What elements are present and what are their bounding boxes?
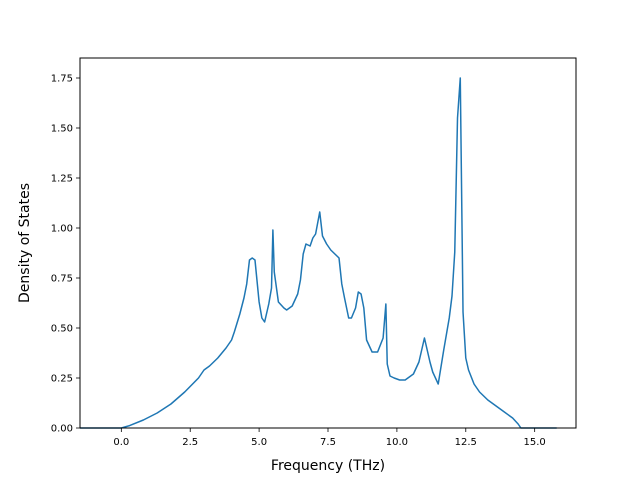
- x-tick-label: 15.0: [524, 437, 546, 448]
- y-tick-label: 1.50: [51, 124, 73, 135]
- x-tick-label: 2.5: [182, 437, 198, 448]
- dos-series-line-0: [80, 77, 557, 429]
- x-tick-label: 0.0: [113, 437, 129, 448]
- y-tick-label: 1.25: [51, 174, 73, 185]
- x-tick-label: 7.5: [320, 437, 336, 448]
- y-tick-label: 0.00: [51, 424, 73, 435]
- x-tick-label: 12.5: [455, 437, 477, 448]
- y-tick-label: 0.25: [51, 374, 73, 385]
- y-axis-ticks: 0.00 0.25 0.50 0.75 1.00 1.25 1.50 1.75: [51, 74, 80, 435]
- y-tick-label: 0.75: [51, 274, 73, 285]
- x-axis-title: Frequency (THz): [271, 458, 385, 474]
- y-axis-title: Density of States: [17, 183, 33, 303]
- x-tick-label: 10.0: [386, 437, 408, 448]
- plot-area: [80, 77, 557, 429]
- y-tick-label: 1.00: [51, 224, 73, 235]
- x-axis-ticks: 0.0 2.5 5.0 7.5 10.0 12.5 15.0: [113, 428, 546, 448]
- axes-frame: [79, 57, 577, 429]
- x-tick-label: 5.0: [251, 437, 267, 448]
- y-tick-label: 1.75: [51, 74, 73, 85]
- y-tick-label: 0.50: [51, 324, 73, 335]
